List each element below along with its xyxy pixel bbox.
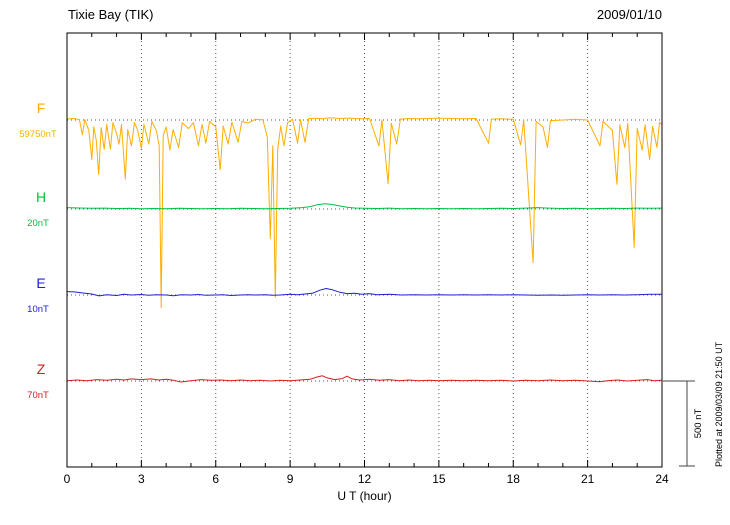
series-baseline-value-Z: 70nT xyxy=(27,390,49,401)
plot-date: 2009/01/10 xyxy=(596,7,662,22)
x-tick-label: 18 xyxy=(507,472,521,486)
series-baseline-value-E: 10nT xyxy=(27,304,49,315)
x-tick-label: 12 xyxy=(358,472,372,486)
series-label-E: E xyxy=(36,275,45,291)
trace-H xyxy=(66,203,663,210)
trace-Z xyxy=(66,375,663,383)
series-baseline-value-F: 59750nT xyxy=(19,129,57,140)
series-label-H: H xyxy=(36,189,46,205)
x-axis-label: U T (hour) xyxy=(337,489,392,503)
x-tick-label: 21 xyxy=(581,472,595,486)
series-baseline-value-H: 20nT xyxy=(27,218,49,229)
series-label-Z: Z xyxy=(37,361,46,377)
x-tick-label: 15 xyxy=(432,472,446,486)
plotted-at-note: Plotted at 2009/03/09 21:50 UT xyxy=(714,341,724,467)
trace-E xyxy=(66,288,662,297)
x-tick-label: 6 xyxy=(212,472,219,486)
x-tick-label: 24 xyxy=(655,472,669,486)
x-tick-label: 9 xyxy=(287,472,294,486)
x-tick-label: 0 xyxy=(64,472,71,486)
x-tick-label: 3 xyxy=(138,472,145,486)
station-title: Tixie Bay (TIK) xyxy=(68,7,154,22)
scale-bar-label: 500 nT xyxy=(693,409,704,439)
series-label-F: F xyxy=(37,100,46,116)
trace-F xyxy=(66,117,663,308)
